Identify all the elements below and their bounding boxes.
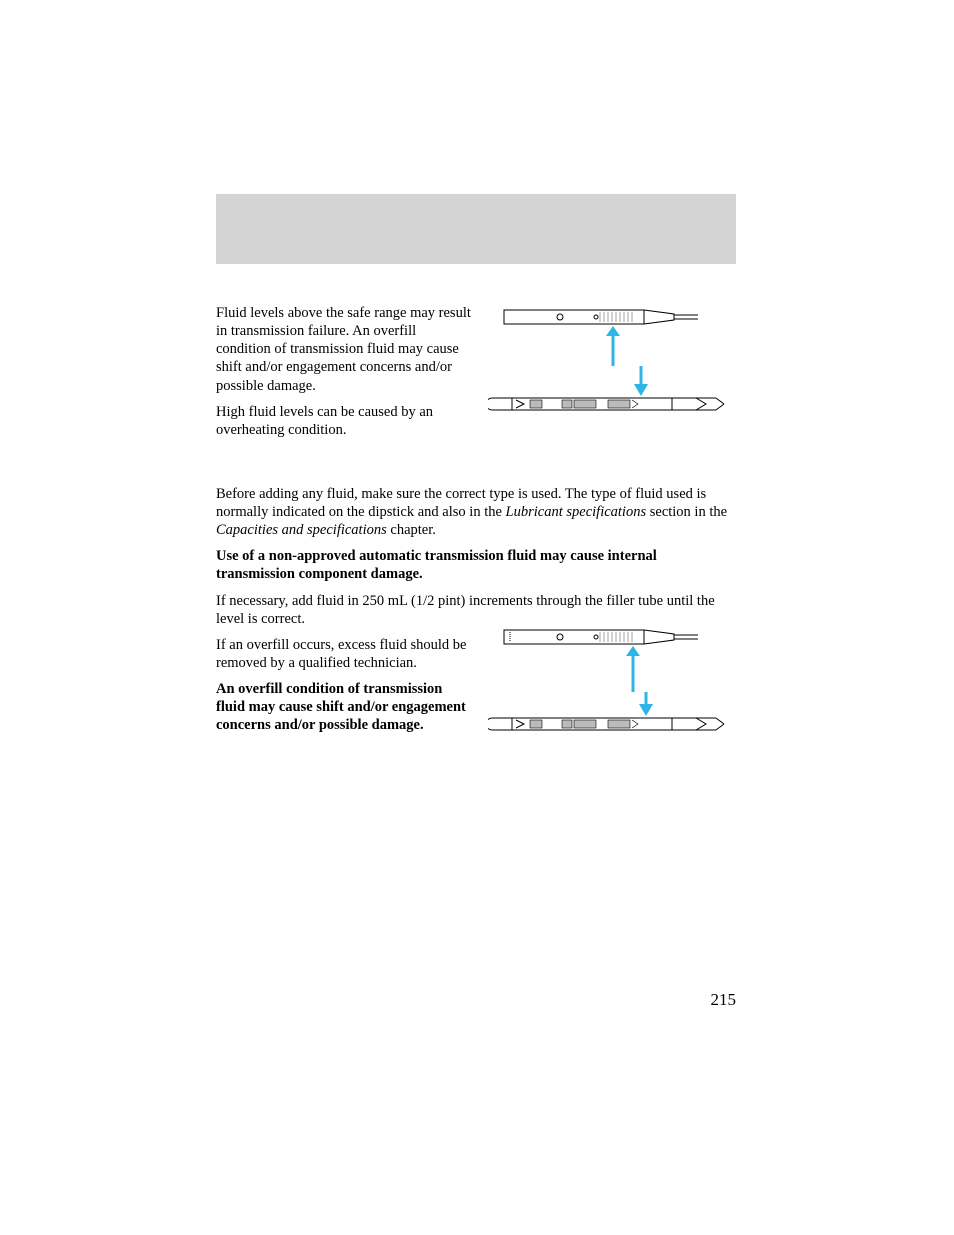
dipstick-diagram-2 — [488, 624, 736, 749]
paragraph-before-adding: Before adding any fluid, make sure the c… — [216, 485, 736, 539]
text-span-italic: Capacities and specifications — [216, 522, 387, 538]
text-span-italic: Lubricant specifications — [506, 504, 647, 520]
paragraph-overfill-remove: If an overfill occurs, excess fluid shou… — [216, 636, 474, 672]
paragraph-non-approved-warning: Use of a non-approved automatic transmis… — [216, 547, 736, 583]
paragraph-fluid-above-range: Fluid levels above the safe range may re… — [216, 304, 474, 395]
dipstick-diagram-1 — [488, 304, 736, 429]
paragraph-high-fluid: High fluid levels can be caused by an ov… — [216, 403, 474, 439]
section-header-bar — [216, 194, 736, 264]
text-span: section in the — [646, 504, 727, 520]
text-span: chapter. — [387, 522, 436, 538]
paragraph-overfill-warning: An overfill condition of transmission fl… — [216, 680, 474, 734]
paragraph-add-fluid: If necessary, add fluid in 250 mL (1/2 p… — [216, 592, 736, 628]
page-number: 215 — [711, 990, 737, 1010]
